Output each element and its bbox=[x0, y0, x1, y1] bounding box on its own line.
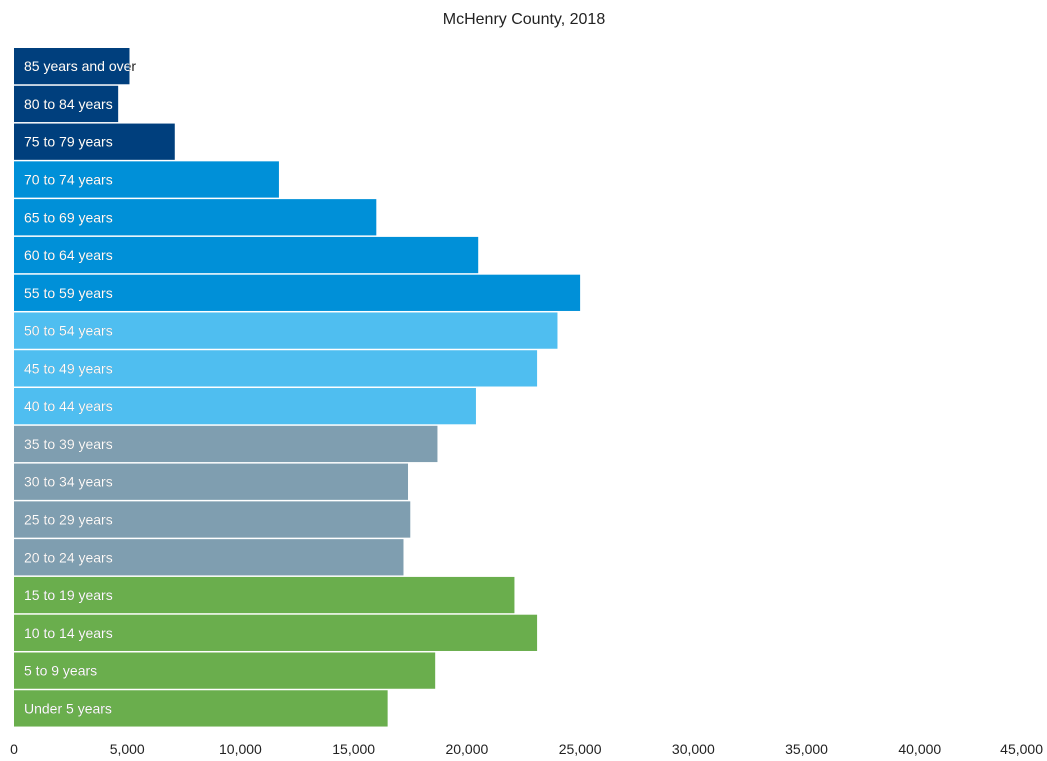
bar-12 bbox=[14, 501, 411, 538]
bar-label-7: 50 to 54 years bbox=[24, 323, 113, 339]
bar-label-overflow-7: 50 to 54 years bbox=[24, 323, 113, 339]
bar-label-12: 25 to 29 years bbox=[24, 512, 113, 528]
bar-label-14: 15 to 19 years bbox=[24, 587, 113, 603]
bar-6 bbox=[14, 274, 581, 311]
bar-label-overflow-3: 70 to 74 years bbox=[24, 171, 113, 187]
bar-9 bbox=[14, 388, 476, 425]
bar-label-11: 30 to 34 years bbox=[24, 474, 113, 490]
bar-label-2: 75 to 79 years bbox=[24, 134, 113, 150]
bar-label-1: 80 to 84 years bbox=[24, 96, 113, 112]
bar-label-8: 45 to 49 years bbox=[24, 360, 113, 376]
bar-16 bbox=[14, 652, 436, 689]
bar-5 bbox=[14, 236, 479, 274]
bar-2 bbox=[14, 123, 175, 160]
x-tick-label-7: 35,000 bbox=[785, 741, 828, 757]
bar-3 bbox=[14, 161, 279, 198]
bar-label-6: 55 to 59 years bbox=[24, 285, 113, 301]
bar-15 bbox=[14, 614, 538, 651]
x-tick-label-1: 5,000 bbox=[110, 741, 145, 757]
bar-label-15: 10 to 14 years bbox=[24, 625, 113, 641]
x-axis-ticks: 0 5,000 10,000 15,000 20,000 25,000 30,000 35,0… bbox=[10, 741, 1043, 757]
bar-1 bbox=[14, 85, 119, 123]
bar-10 bbox=[14, 425, 438, 463]
bar-label-3: 70 to 74 years bbox=[24, 171, 113, 187]
x-tick-label-0: 0 bbox=[10, 741, 18, 757]
bar-label-overflow-8: 45 to 49 years bbox=[24, 360, 113, 376]
x-tick-label-8: 40,000 bbox=[898, 741, 941, 757]
bar-label-10: 35 to 39 years bbox=[24, 436, 113, 452]
bar-label-overflow-14: 15 to 19 years bbox=[24, 587, 113, 603]
bar-label-overflow-10: 35 to 39 years bbox=[24, 436, 113, 452]
bar-14 bbox=[14, 576, 515, 614]
bar-label-overflow-0: 85 years and over bbox=[24, 58, 136, 74]
x-tick-label-6: 30,000 bbox=[672, 741, 715, 757]
bar-13 bbox=[14, 539, 404, 576]
bar-label-9: 40 to 44 years bbox=[24, 398, 113, 414]
bar-label-0: 85 years and over bbox=[24, 58, 136, 74]
bar-label-overflow-2: 75 to 79 years bbox=[24, 134, 113, 150]
bar-label-overflow-4: 65 to 69 years bbox=[24, 209, 113, 225]
bar-label-overflow-6: 55 to 59 years bbox=[24, 285, 113, 301]
bar-label-overflow-1: 80 to 84 years bbox=[24, 96, 113, 112]
chart-title: McHenry County, 2018 bbox=[443, 11, 606, 28]
bar-label-overflow-12: 25 to 29 years bbox=[24, 512, 113, 528]
x-tick-label-2: 10,000 bbox=[219, 741, 262, 757]
bar-label-overflow-9: 40 to 44 years bbox=[24, 398, 113, 414]
x-tick-label-5: 25,000 bbox=[559, 741, 602, 757]
bar-0 bbox=[14, 48, 130, 85]
bar-8 bbox=[14, 350, 538, 387]
bar-label-overflow-16: 5 to 9 years bbox=[24, 663, 97, 679]
x-tick-label-9: 45,000 bbox=[1000, 741, 1043, 757]
x-tick-label-3: 15,000 bbox=[332, 741, 375, 757]
bar-label-16: 5 to 9 years bbox=[24, 663, 97, 679]
bar-label-overflow-17: Under 5 years bbox=[24, 700, 112, 716]
bar-label-overflow-13: 20 to 24 years bbox=[24, 549, 113, 565]
bar-label-17: Under 5 years bbox=[24, 700, 112, 716]
bar-4 bbox=[14, 199, 377, 236]
bar-label-overflow-11: 30 to 34 years bbox=[24, 474, 113, 490]
x-tick-label-4: 20,000 bbox=[445, 741, 488, 757]
bar-label-13: 20 to 24 years bbox=[24, 549, 113, 565]
bar-7 bbox=[14, 312, 558, 349]
bar-label-overflow-5: 60 to 64 years bbox=[24, 247, 113, 263]
bar-17 bbox=[14, 690, 388, 727]
bar-label-overflow-15: 10 to 14 years bbox=[24, 625, 113, 641]
bar-label-5: 60 to 64 years bbox=[24, 247, 113, 263]
bar-label-4: 65 to 69 years bbox=[24, 209, 113, 225]
bar-11 bbox=[14, 463, 409, 500]
